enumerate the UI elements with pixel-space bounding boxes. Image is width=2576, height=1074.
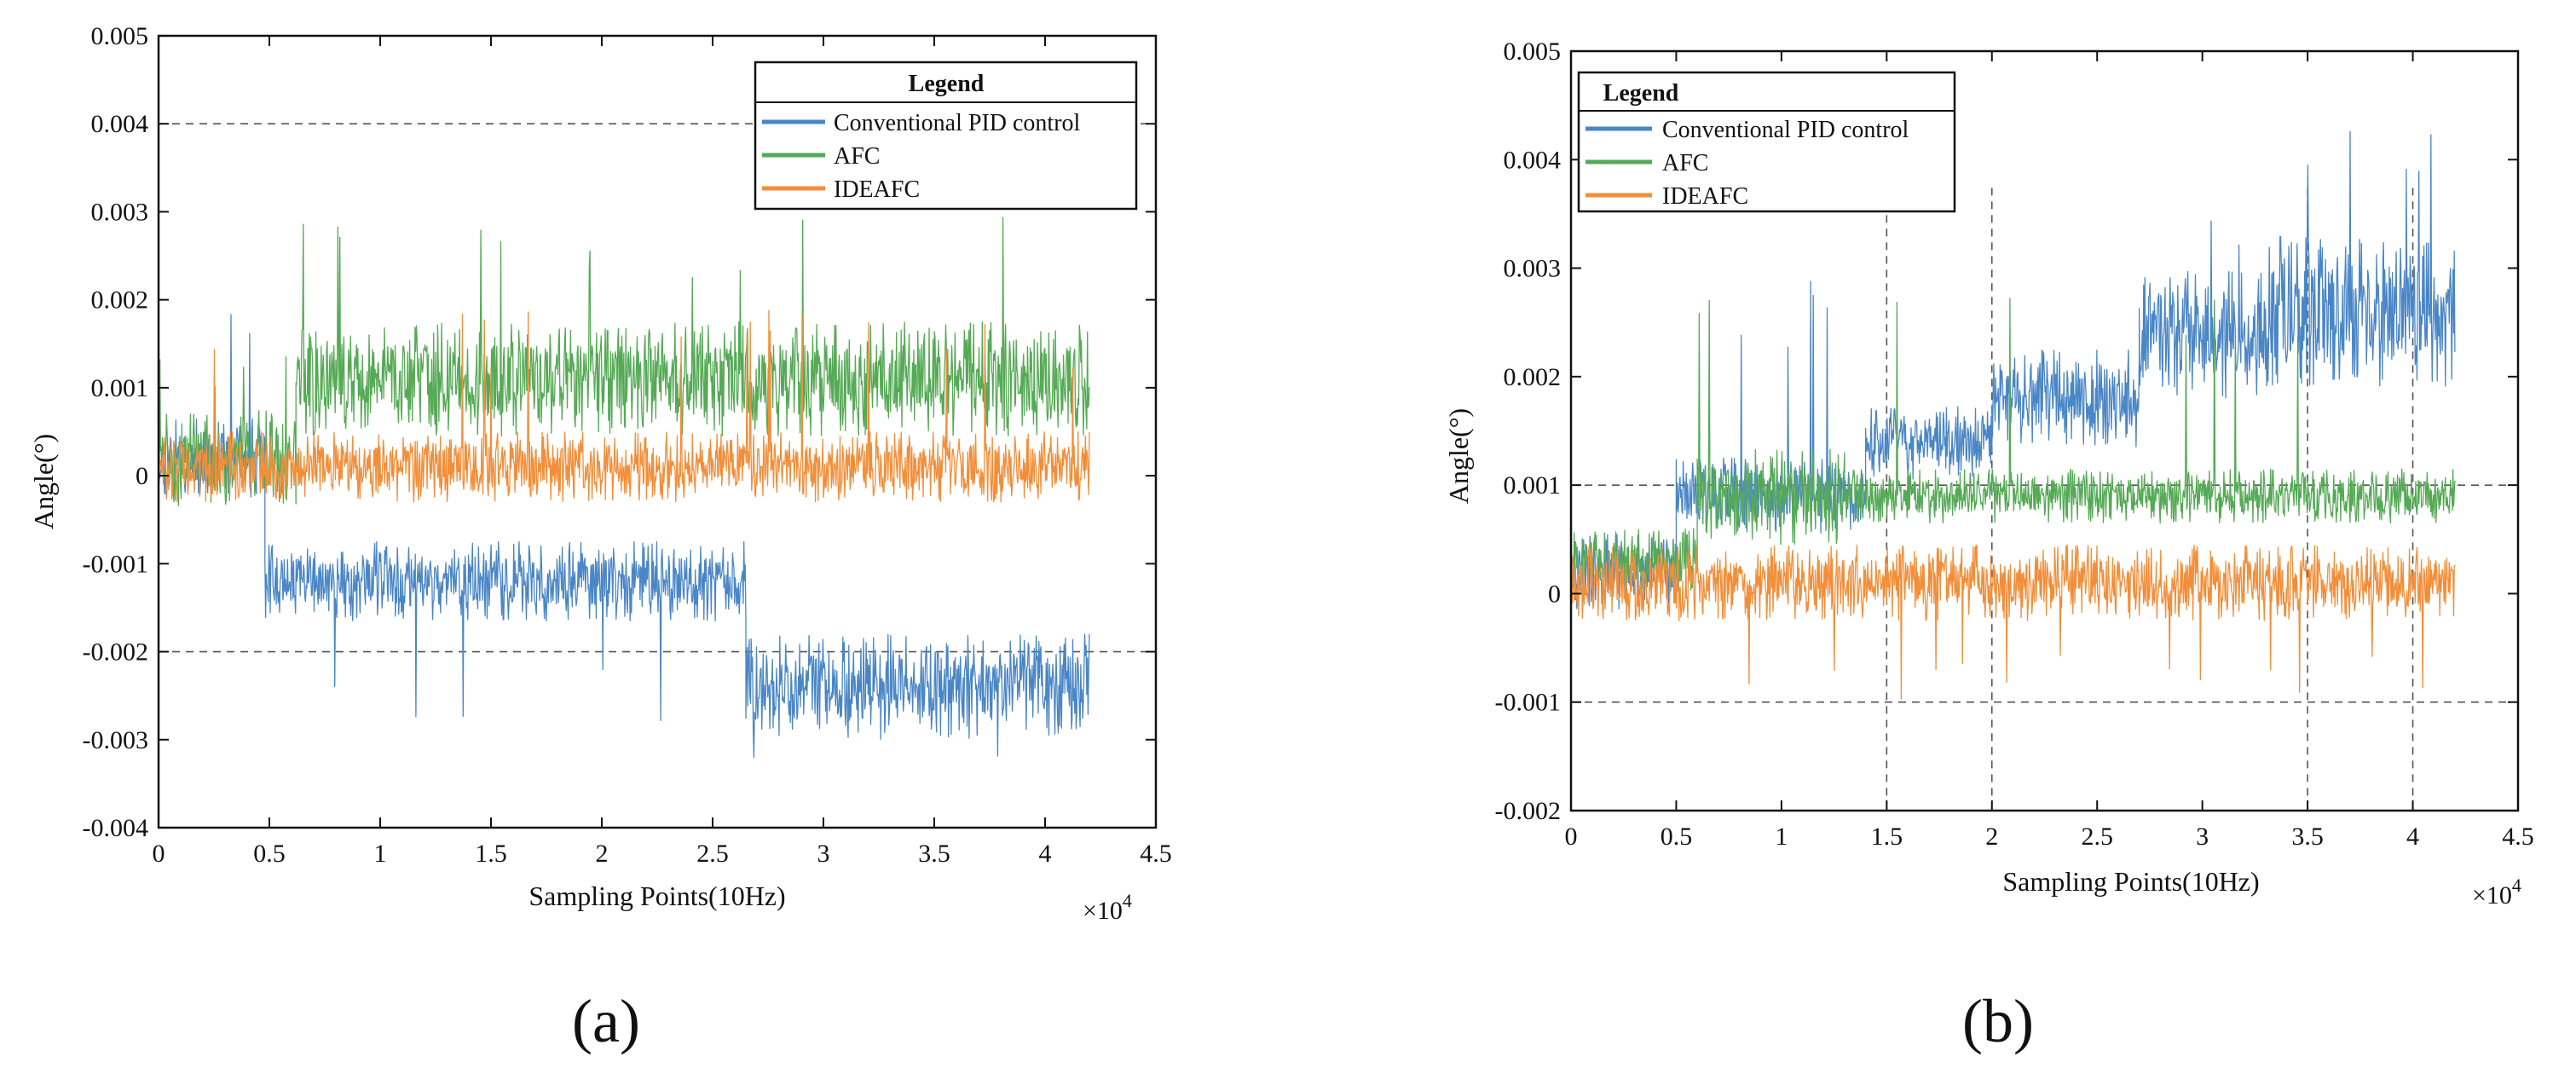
- panel-b-xlabel: Sampling Points(10Hz): [2002, 866, 2259, 897]
- panel-a-series-afc: [158, 217, 1090, 506]
- panel-a-legend-label-ideafc: IDEAFC: [834, 176, 920, 203]
- panel-b-ytick-label-0: -0.002: [1495, 797, 1562, 825]
- panel-a-plot-area: [158, 123, 1156, 759]
- panel-b-ylabel: Angle(°): [1443, 408, 1474, 504]
- panel-a-label: (a): [572, 987, 640, 1055]
- panel-b-series-ideafc: [1570, 544, 2456, 700]
- panel-a-x-multiplier: ×104: [1083, 890, 1132, 925]
- panel-a-legend: Legend Conventional PID control AFC IDEA…: [754, 61, 1138, 211]
- panel-b-xtick-label-4: 2: [1985, 823, 1998, 851]
- panel-b-legend-label-ideafc: IDEAFC: [1662, 183, 1748, 210]
- panel-b-xtick-label-3: 1.5: [1871, 823, 1903, 851]
- panel-a-axes: 0 0.5 1 1.5 2 2.5 3 3.5 4 4.5 -0.004 -0.003 -0.002 -0…: [83, 22, 1172, 868]
- panel-b-xtick-label-6: 3: [2196, 823, 2209, 851]
- panel-a-x-multiplier-exp: 4: [1123, 890, 1132, 911]
- panel-a-ytick-label-4: 0: [136, 462, 148, 490]
- panel-b-ytick-label-3: 0.001: [1504, 471, 1562, 499]
- panel-a-ytick-label-5: 0.001: [91, 374, 149, 402]
- panel-a-axes-box: [157, 34, 1158, 829]
- panel-a-ytick-label-6: 0.002: [91, 286, 149, 315]
- panel-b-plot-area: [1570, 130, 2518, 811]
- panel-b-xtick-label-1: 0.5: [1661, 823, 1693, 851]
- panel-b-xtick-label-7: 3.5: [2291, 823, 2324, 851]
- panel-b-xtick-label-9: 4.5: [2502, 823, 2534, 851]
- panel-b-legend-box: [1577, 71, 1956, 213]
- panel-a-xtick-label-0: 0: [153, 840, 165, 868]
- panel-a-series-pid: [158, 314, 1090, 759]
- panel-b-xtick-label-8: 4: [2406, 823, 2419, 851]
- panel-a-ylabel: Angle(°): [28, 434, 59, 529]
- panel-a-xtick-label-7: 3.5: [918, 840, 950, 868]
- panel-b-ytick-label-4: 0.002: [1504, 363, 1562, 391]
- panel-a-xtick-label-5: 2.5: [696, 840, 729, 868]
- panel-a-xtick-label-9: 4.5: [1140, 840, 1172, 868]
- panel-b-xtick-label-5: 2.5: [2081, 823, 2113, 851]
- panel-a-legend-title: Legend: [909, 71, 985, 97]
- panel-b: 0 0.5 1 1.5 2 2.5 3 3.5 4 4.5 -0.002 -0.001 0 0.001 0.…: [1443, 38, 2534, 1055]
- panel-b-x-multiplier: ×104: [2472, 875, 2521, 909]
- panel-b-legend: Legend Conventional PID control AFC IDEA…: [1577, 71, 1956, 213]
- panel-b-axes-box: [1569, 49, 2520, 812]
- panel-b-legend-title: Legend: [1603, 80, 1679, 107]
- panel-b-ytick-label-1: -0.001: [1495, 689, 1562, 717]
- panel-a-ytick-label-9: 0.005: [91, 22, 149, 50]
- panel-a-xtick-label-1: 0.5: [253, 840, 286, 868]
- panel-a-xtick-label-8: 4: [1039, 840, 1052, 868]
- panel-a: 0 0.5 1 1.5 2 2.5 3 3.5 4 4.5 -0.004 -0.003 -0.002 -0…: [28, 22, 1172, 1055]
- panel-a-xtick-label-4: 2: [596, 840, 609, 868]
- panel-a-xlabel: Sampling Points(10Hz): [528, 881, 785, 911]
- panel-b-ytick-label-6: 0.004: [1504, 146, 1562, 174]
- panel-a-ytick-label-8: 0.004: [91, 110, 149, 138]
- panel-b-xtick-label-0: 0: [1565, 823, 1578, 851]
- panel-b-x-multiplier-base: ×10: [2472, 881, 2512, 909]
- panel-a-legend-label-afc: AFC: [834, 143, 880, 170]
- panel-b-ytick-label-5: 0.003: [1504, 255, 1562, 283]
- panel-a-xtick-label-2: 1: [374, 840, 387, 868]
- panel-a-ytick-label-7: 0.003: [91, 198, 149, 226]
- panel-b-ytick-label-2: 0: [1548, 580, 1561, 608]
- panel-a-xtick-label-3: 1.5: [475, 840, 507, 868]
- panel-b-series-afc: [1570, 297, 2456, 594]
- panel-a-legend-label-pid: Conventional PID control: [834, 110, 1081, 136]
- panel-b-ytick-label-7: 0.005: [1504, 38, 1562, 66]
- panel-a-series-ideafc: [158, 309, 1090, 503]
- panel-b-xtick-label-2: 1: [1775, 823, 1788, 851]
- panel-a-ytick-label-0: -0.004: [83, 814, 149, 842]
- panel-b-axes: 0 0.5 1 1.5 2 2.5 3 3.5 4 4.5 -0.002 -0.001 0 0.001 0.…: [1495, 38, 2534, 851]
- panel-a-ytick-label-2: -0.002: [83, 638, 149, 667]
- panel-a-xtick-label-6: 3: [817, 840, 830, 868]
- panel-a-ytick-label-1: -0.003: [83, 726, 149, 754]
- panel-b-legend-label-afc: AFC: [1662, 150, 1708, 176]
- panel-a-x-multiplier-base: ×10: [1083, 897, 1123, 925]
- panel-b-label: (b): [1962, 987, 2034, 1055]
- panel-a-legend-box: [754, 61, 1138, 211]
- panel-b-legend-label-pid: Conventional PID control: [1662, 117, 1909, 143]
- panel-b-x-multiplier-exp: 4: [2512, 875, 2521, 896]
- panel-a-ytick-label-3: -0.001: [83, 550, 149, 578]
